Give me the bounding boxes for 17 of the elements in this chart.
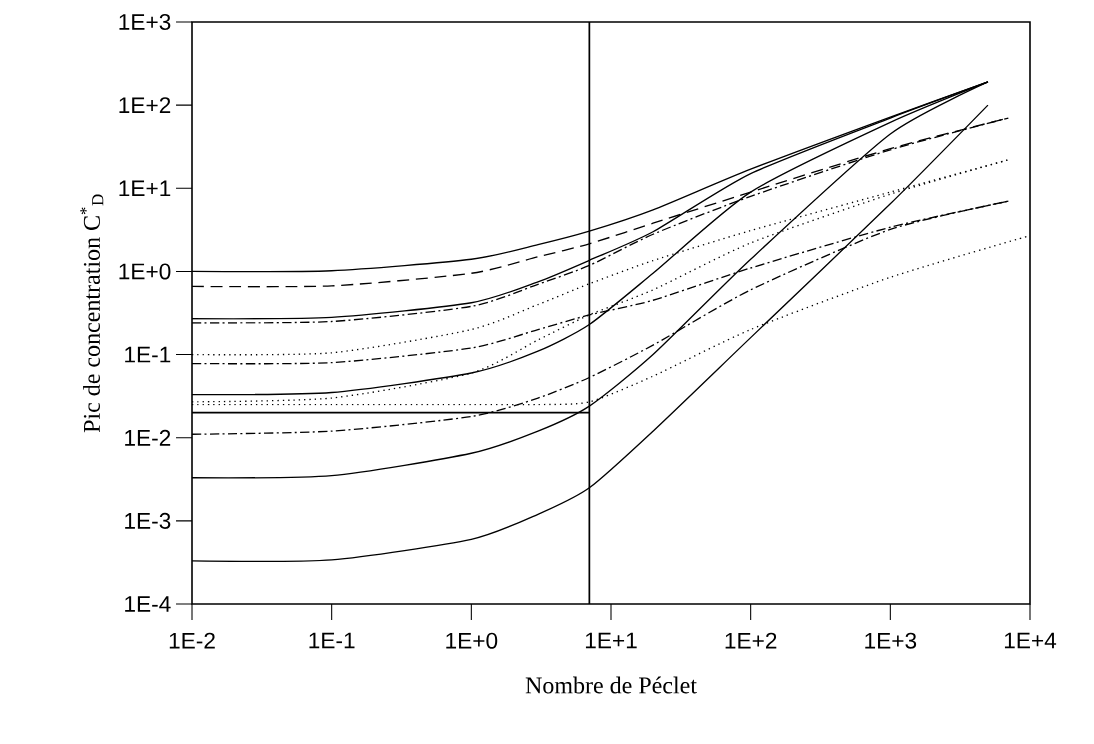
y-tick-label: 1E+1 bbox=[119, 180, 171, 197]
x-tick-label: 1E+2 bbox=[725, 632, 777, 649]
x-tick-label: 1E+0 bbox=[446, 632, 498, 649]
x-tick-label: 1E-2 bbox=[169, 632, 215, 649]
x-tick-label: 1E-1 bbox=[309, 632, 355, 649]
y-tick-label: 1E+2 bbox=[119, 97, 171, 114]
x-axis-title: Nombre de Péclet bbox=[525, 676, 697, 694]
y-tick-label: 1E-2 bbox=[125, 429, 171, 446]
y-tick-label: 1E+3 bbox=[119, 13, 171, 31]
x-tick-label: 1E+1 bbox=[585, 632, 637, 649]
y-tick-label: 1E-1 bbox=[125, 346, 171, 363]
y-axis-title: Pic de concentration C$^{*}$D bbox=[80, 194, 104, 433]
y-tick-label: 1E-4 bbox=[125, 596, 171, 612]
y-tick-label: 1E+0 bbox=[119, 263, 171, 280]
x-tick-label: 1E+3 bbox=[865, 632, 917, 649]
x-tick-label: 1E+4 bbox=[1004, 632, 1057, 649]
y-tick-label: 1E-3 bbox=[125, 512, 171, 529]
